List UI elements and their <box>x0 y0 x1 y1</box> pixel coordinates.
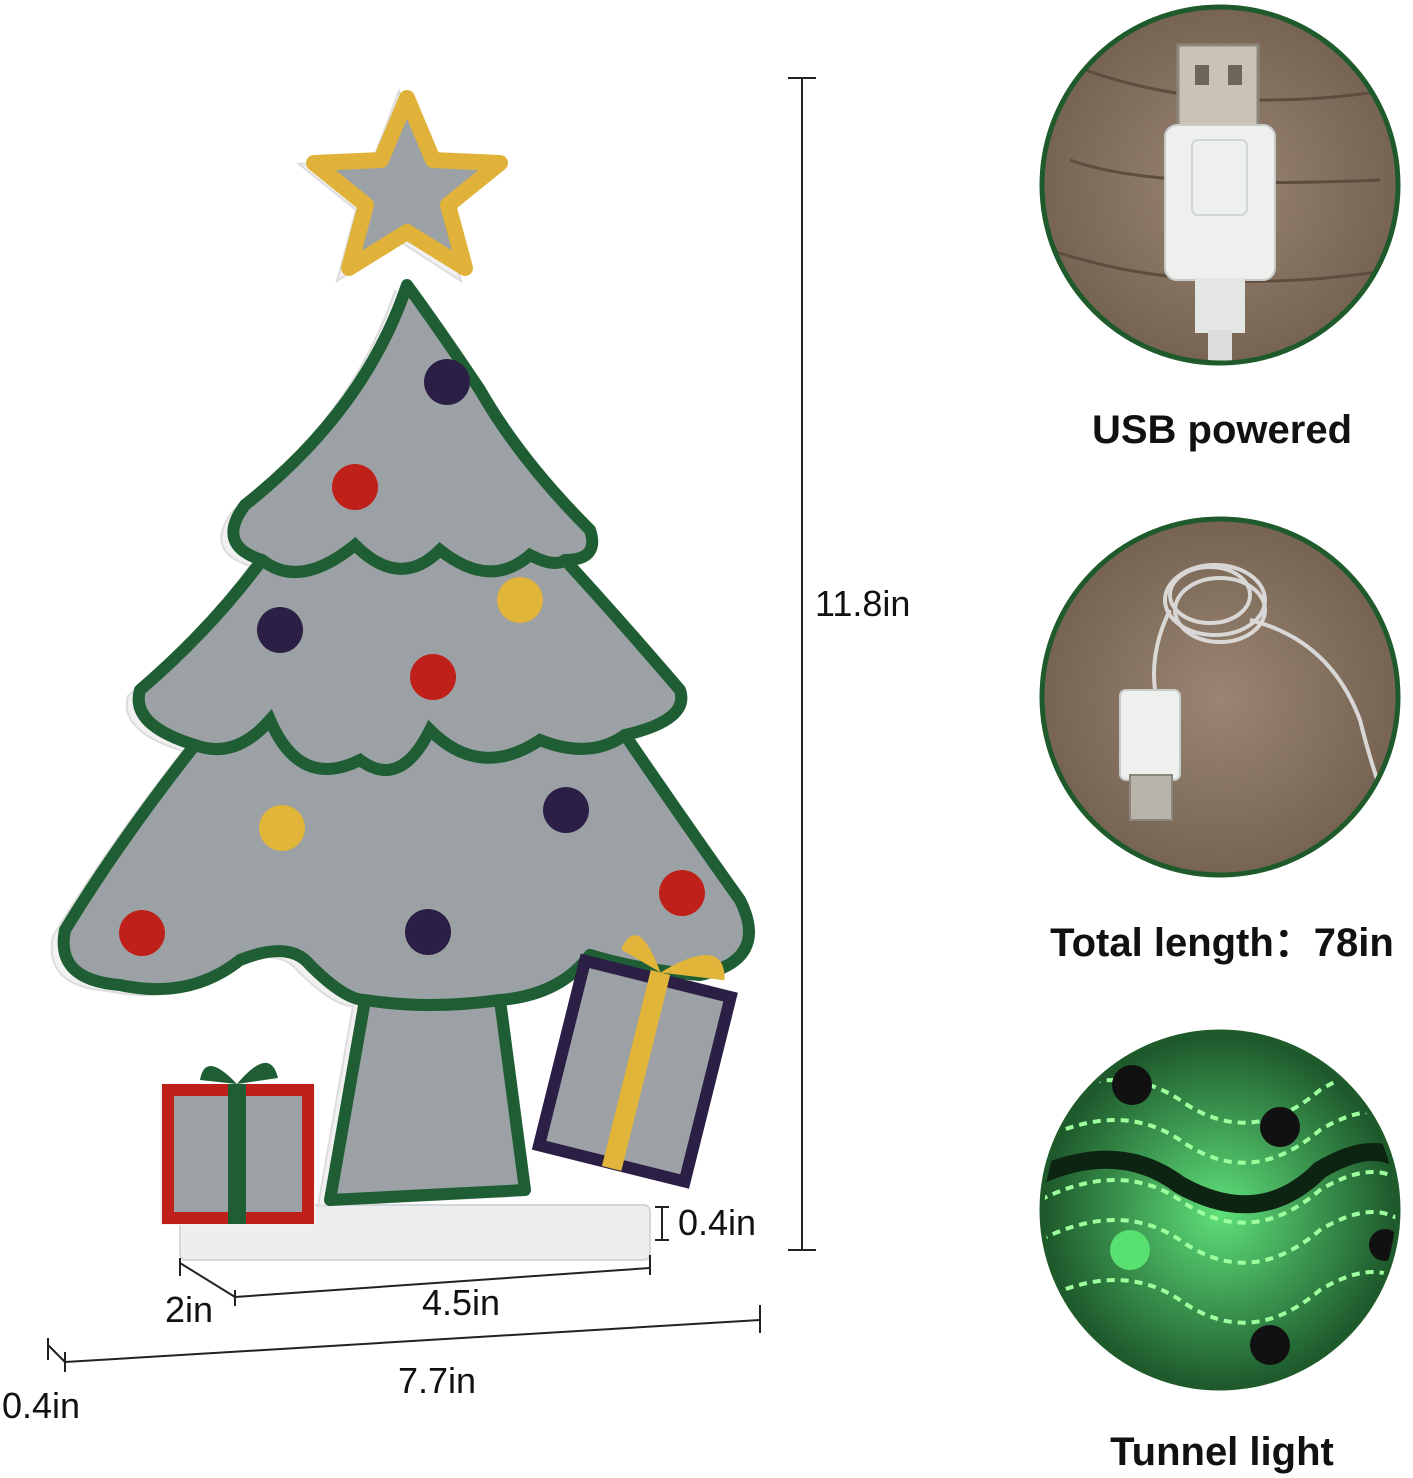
tree-body <box>57 279 755 1206</box>
star-topper-front <box>306 90 508 276</box>
height-label: 11.8in <box>815 583 910 624</box>
ornament-red <box>410 654 456 700</box>
feature-tunnel-light: Tunnel light <box>1039 1029 1401 1474</box>
ornament-purple <box>543 787 589 833</box>
thickness-label: 0.4in <box>2 1385 80 1426</box>
christmas-tree-lamp <box>50 88 755 1261</box>
ornament-purple <box>257 607 303 653</box>
total-width-label: 7.7in <box>398 1360 476 1401</box>
tree-tier-line-1 <box>256 536 571 578</box>
ornaments <box>119 359 705 956</box>
ornament-red <box>659 870 705 916</box>
ornament-red <box>119 910 165 956</box>
ornament-purple <box>424 359 470 405</box>
ornament-red <box>332 464 378 510</box>
ornament-yellow <box>497 577 543 623</box>
feature-caption: Tunnel light <box>1110 1430 1334 1474</box>
base-height-label: 0.4in <box>678 1202 756 1243</box>
feature-usb-powered: USB powered <box>1039 4 1401 452</box>
tree-tier-line-2 <box>189 708 631 776</box>
feature-caption: Total length：78in <box>1050 921 1394 965</box>
base-width-label: 4.5in <box>422 1282 500 1323</box>
tree-trunk-line <box>364 994 501 1011</box>
gift-box-right <box>531 935 738 1189</box>
base-depth-label: 2in <box>165 1289 213 1330</box>
ornament-yellow <box>259 805 305 851</box>
gift-box-left <box>160 1062 315 1225</box>
dimension-lines <box>47 77 816 1372</box>
feature-caption: USB powered <box>1092 408 1352 452</box>
feature-total-length: Total length：78in <box>1039 516 1401 965</box>
ornament-purple <box>405 909 451 955</box>
usb-plug-icon <box>1164 43 1276 363</box>
